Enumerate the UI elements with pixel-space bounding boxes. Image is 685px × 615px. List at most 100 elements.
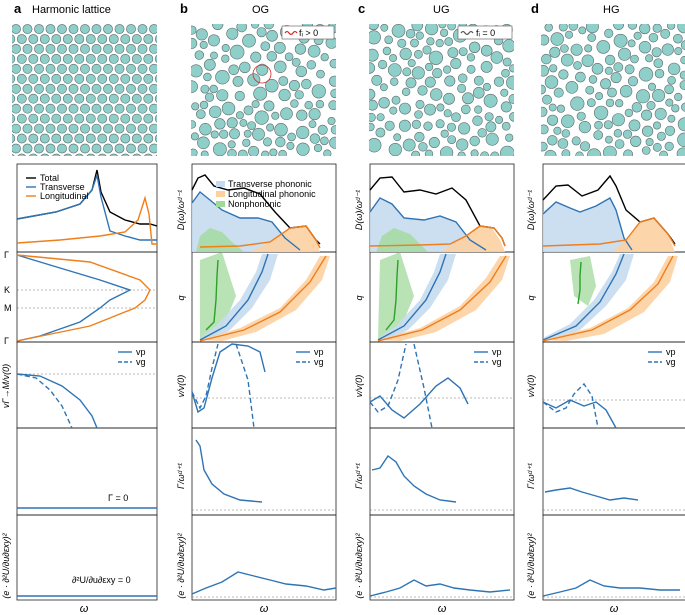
particle xyxy=(622,129,633,139)
particle xyxy=(578,120,592,134)
particle xyxy=(654,107,667,120)
particle xyxy=(121,153,130,156)
particle xyxy=(68,83,79,94)
particle-snapshots xyxy=(12,24,685,173)
particle xyxy=(97,93,108,104)
particle xyxy=(34,83,44,94)
particle xyxy=(611,113,625,127)
particle xyxy=(391,95,401,105)
particle xyxy=(308,108,321,121)
particle xyxy=(659,150,668,156)
particle xyxy=(161,84,170,93)
particle xyxy=(579,141,591,152)
particle xyxy=(86,153,96,156)
particle xyxy=(161,104,170,113)
particle xyxy=(425,24,439,36)
particle xyxy=(214,118,226,130)
particle xyxy=(619,84,633,98)
particle xyxy=(131,93,142,104)
particle xyxy=(565,81,579,94)
particle xyxy=(161,164,170,173)
particle xyxy=(51,133,62,144)
particle xyxy=(677,117,685,132)
particle xyxy=(561,129,570,138)
particle xyxy=(262,137,272,147)
particle xyxy=(570,43,583,56)
dispersion-panel-b xyxy=(199,252,330,342)
particle xyxy=(480,44,493,57)
particle xyxy=(541,124,549,135)
particle xyxy=(16,113,27,124)
particle xyxy=(75,153,84,156)
particle xyxy=(665,98,674,107)
particle xyxy=(22,44,33,54)
particle xyxy=(227,148,237,156)
xlabel-a: ω xyxy=(80,603,89,615)
particle xyxy=(458,73,468,83)
velocity-legend-d: vp vg xyxy=(648,347,676,367)
legend-transverse: Transverse xyxy=(40,182,85,192)
particle xyxy=(199,40,208,49)
particle xyxy=(85,34,96,44)
particle xyxy=(143,34,154,44)
particle xyxy=(191,102,200,111)
particle xyxy=(541,106,548,117)
particle xyxy=(51,34,62,44)
particle xyxy=(85,73,96,84)
particle xyxy=(207,34,220,47)
particle xyxy=(149,83,157,94)
particle xyxy=(12,44,21,54)
legend-vp-a: vp xyxy=(136,347,146,357)
particle xyxy=(16,93,27,104)
particle xyxy=(103,103,113,114)
particle xyxy=(34,164,43,173)
particle xyxy=(16,54,27,64)
velocity-legend-a: vp vg xyxy=(118,347,146,367)
dos-panel-c xyxy=(369,176,506,252)
particle xyxy=(432,67,443,79)
particle-snapshot-og xyxy=(191,24,336,156)
particle xyxy=(57,143,67,154)
particle xyxy=(274,60,287,74)
particle xyxy=(253,86,268,101)
particle xyxy=(407,59,416,68)
particle xyxy=(679,80,685,90)
particle xyxy=(12,63,21,74)
particle xyxy=(627,76,639,87)
particle xyxy=(132,153,142,156)
particle xyxy=(126,123,136,134)
particle xyxy=(12,143,21,154)
velocity-panel-d xyxy=(542,382,685,429)
particle xyxy=(581,54,594,67)
particle xyxy=(440,28,449,37)
particle xyxy=(410,38,419,48)
particle xyxy=(415,99,425,109)
particle xyxy=(284,52,294,62)
particle xyxy=(677,24,685,34)
particle xyxy=(641,125,654,137)
particle xyxy=(91,83,102,94)
particle xyxy=(586,98,596,108)
particle xyxy=(85,133,96,144)
particle xyxy=(423,121,433,131)
particle xyxy=(585,85,595,95)
particle xyxy=(191,132,199,141)
plot-frame xyxy=(542,427,685,516)
particle xyxy=(196,109,206,119)
particle xyxy=(680,56,685,65)
particle xyxy=(387,63,402,77)
particle xyxy=(34,24,44,34)
particle xyxy=(12,74,16,84)
particle xyxy=(411,150,420,156)
particle xyxy=(74,93,85,104)
particle xyxy=(369,48,379,62)
particle xyxy=(28,93,39,104)
particle xyxy=(541,65,549,77)
particle xyxy=(604,28,614,39)
particle xyxy=(12,133,16,144)
particle xyxy=(422,45,432,55)
particle xyxy=(328,100,336,111)
tick-k: K xyxy=(4,285,10,295)
particle xyxy=(645,54,654,63)
particle xyxy=(596,40,611,54)
